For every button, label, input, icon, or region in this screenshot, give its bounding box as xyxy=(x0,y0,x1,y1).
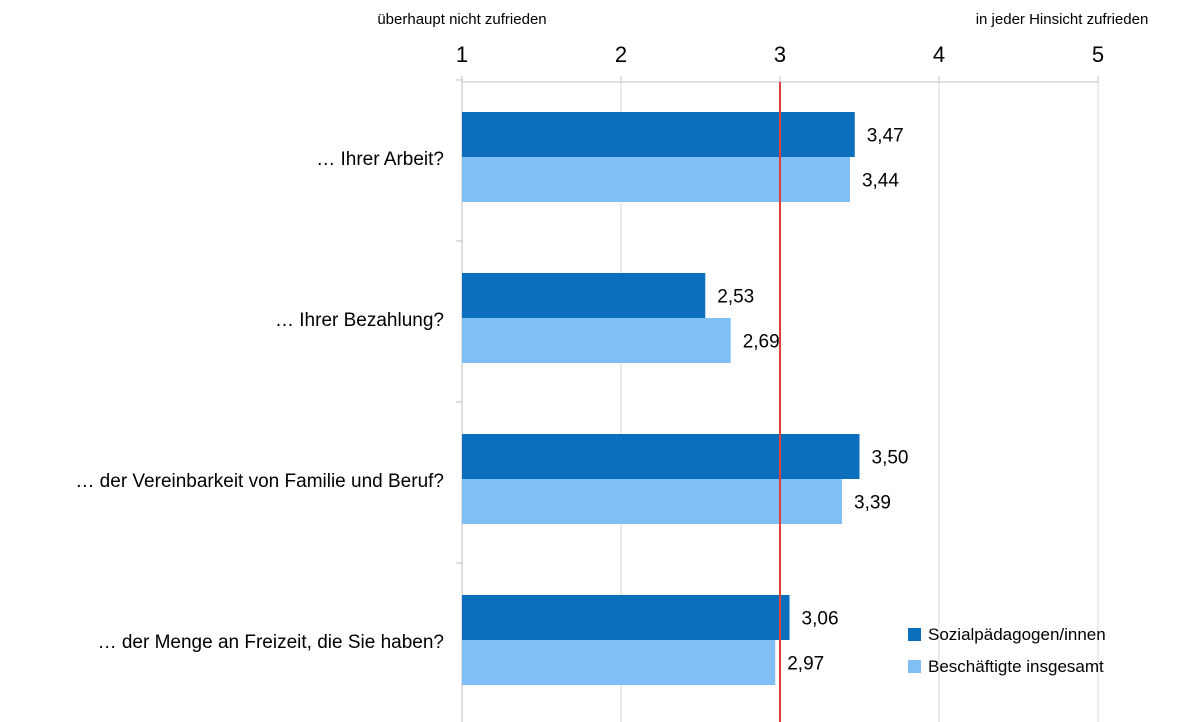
legend: Sozialpädagogen/innen Beschäftigte insges… xyxy=(908,625,1106,676)
category-label: … der Menge an Freizeit, die Sie haben? xyxy=(98,632,444,653)
legend-entry: Sozialpädagogen/innen xyxy=(928,625,1106,644)
data-labels: … Ihrer Arbeit? 3,47 3,44 … Ihrer Bezahlung… xyxy=(75,126,908,675)
tick-label: 4 xyxy=(933,42,945,67)
category-label: … Ihrer Arbeit? xyxy=(316,149,444,170)
tick-label: 3 xyxy=(774,42,786,67)
data-label: 3,44 xyxy=(862,171,899,192)
data-label: 2,97 xyxy=(787,654,824,675)
category-label: … der Vereinbarkeit von Familie und Beru… xyxy=(75,471,444,492)
bar xyxy=(462,157,850,202)
bar xyxy=(462,595,790,640)
bars xyxy=(462,112,860,685)
legend-entry: Beschäftigte insgesamt xyxy=(928,657,1104,676)
bar xyxy=(462,434,860,479)
tick-label: 2 xyxy=(615,42,627,67)
bar xyxy=(462,112,855,157)
category-label: … Ihrer Bezahlung? xyxy=(275,310,444,331)
data-label: 3,06 xyxy=(802,609,839,630)
bar xyxy=(462,273,706,318)
bar xyxy=(462,318,731,363)
scale-label-high: in jeder Hinsicht zufrieden xyxy=(976,11,1149,28)
data-label: 3,47 xyxy=(867,126,904,147)
data-label: 3,50 xyxy=(872,448,909,469)
legend-swatch xyxy=(908,660,921,673)
data-label: 2,53 xyxy=(717,287,754,308)
legend-swatch xyxy=(908,628,921,641)
scale-label-low: überhaupt nicht zufrieden xyxy=(377,11,546,28)
tick-label: 1 xyxy=(456,42,468,67)
bar xyxy=(462,479,843,524)
data-label: 2,69 xyxy=(743,332,780,353)
data-label: 3,39 xyxy=(854,493,891,514)
bar xyxy=(462,640,776,685)
tick-label: 5 xyxy=(1092,42,1104,67)
